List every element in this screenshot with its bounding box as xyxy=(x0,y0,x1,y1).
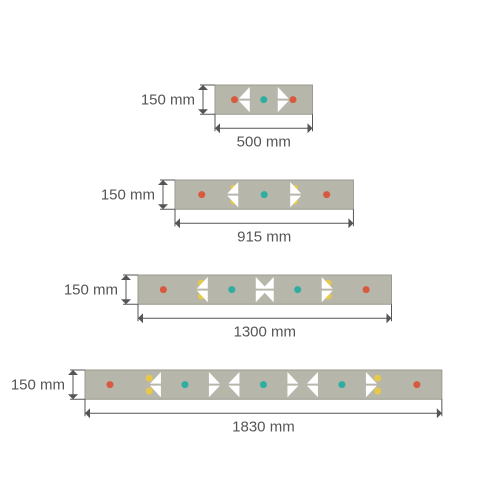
indicator-dot xyxy=(231,96,238,103)
indicator-dot xyxy=(374,388,381,395)
bar-500 xyxy=(215,85,313,114)
indicator-dot xyxy=(323,191,330,198)
indicator-dot xyxy=(198,191,205,198)
width-label: 1300 mm xyxy=(233,323,296,340)
indicator-dot xyxy=(413,381,420,388)
width-label: 1830 mm xyxy=(232,418,295,435)
indicator-dot xyxy=(146,388,153,395)
indicator-dot xyxy=(363,286,370,293)
width-label: 500 mm xyxy=(237,133,291,150)
dimension-diagram: 150 mm 500 mm 150 mm 915 mm 150 mm 1300 mm 150… xyxy=(0,0,500,500)
indicator-dot xyxy=(228,286,235,293)
height-label: 150 mm xyxy=(11,377,65,394)
bar-915 xyxy=(175,180,353,209)
indicator-dot xyxy=(261,191,268,198)
height-label: 150 mm xyxy=(101,187,155,204)
height-label: 150 mm xyxy=(141,92,195,109)
bar-1300 xyxy=(138,275,392,304)
height-label: 150 mm xyxy=(64,282,118,299)
indicator-dot xyxy=(146,375,153,382)
indicator-dot xyxy=(260,381,267,388)
indicator-dot xyxy=(106,381,113,388)
bar-1830 xyxy=(85,370,442,399)
indicator-dot xyxy=(374,375,381,382)
indicator-dot xyxy=(181,381,188,388)
indicator-dot xyxy=(294,286,301,293)
indicator-dot xyxy=(290,96,297,103)
indicator-dot xyxy=(338,381,345,388)
indicator-dot xyxy=(160,286,167,293)
width-label: 915 mm xyxy=(237,228,291,245)
indicator-dot xyxy=(260,96,267,103)
